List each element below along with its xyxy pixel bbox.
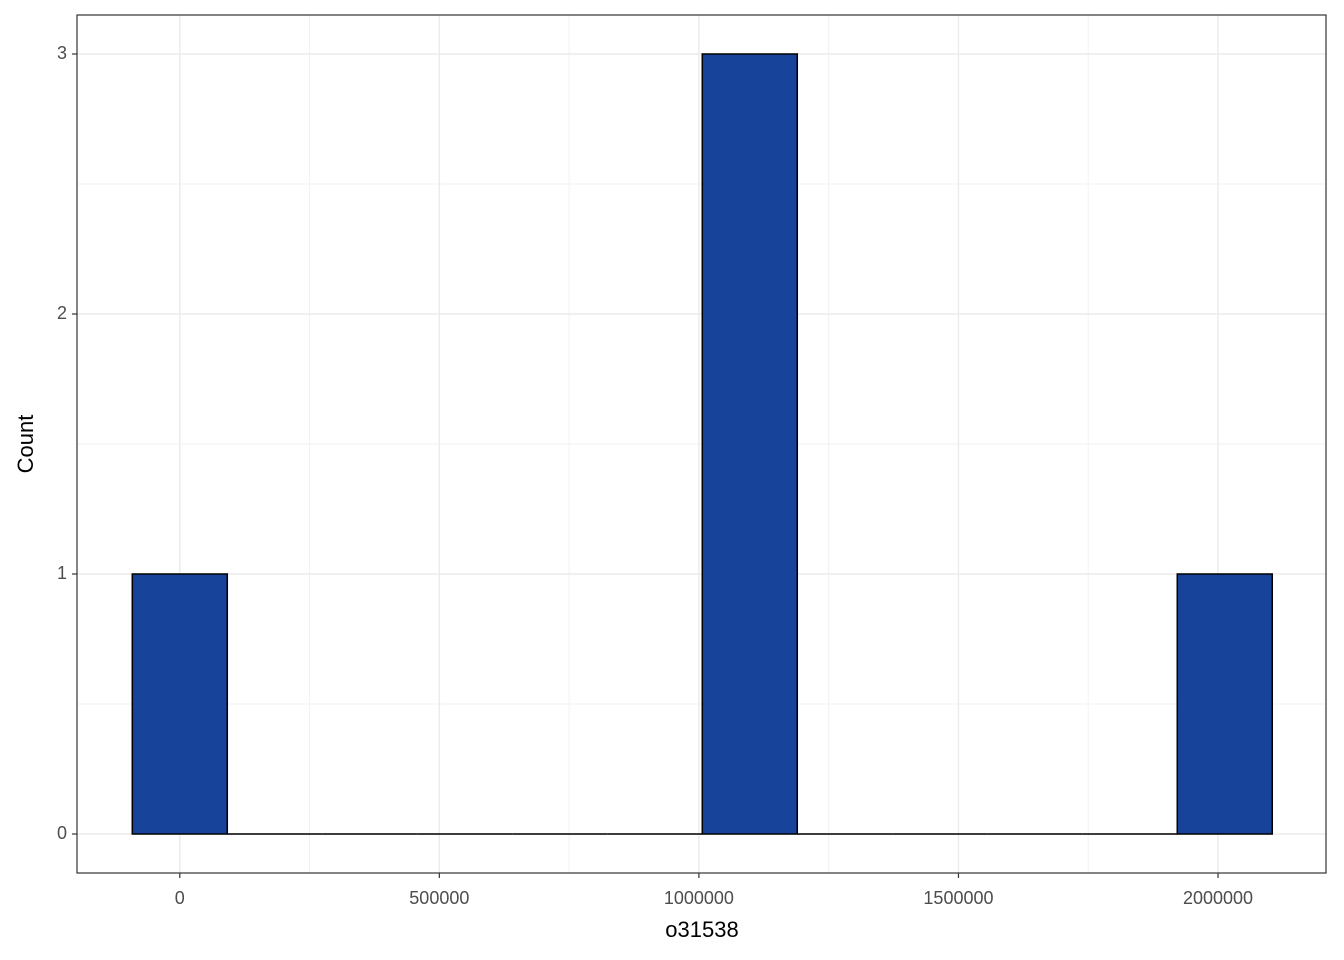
y-axis-title: Count [13,415,38,474]
y-tick-label: 3 [57,43,67,63]
y-tick-label: 1 [57,563,67,583]
histogram-bar [131,573,229,835]
marks [131,53,1274,835]
x-tick-label: 500000 [409,888,469,908]
x-tick-label: 1500000 [923,888,993,908]
x-tick-label: 0 [175,888,185,908]
y-tick-label: 0 [57,823,67,843]
x-axis-title: o31538 [665,917,738,942]
histogram-bar [1176,573,1274,835]
histogram-bar [701,53,799,835]
y-tick-label: 2 [57,303,67,323]
x-tick-label: 2000000 [1183,888,1253,908]
panel-border [76,14,1327,874]
x-tick-label: 1000000 [664,888,734,908]
